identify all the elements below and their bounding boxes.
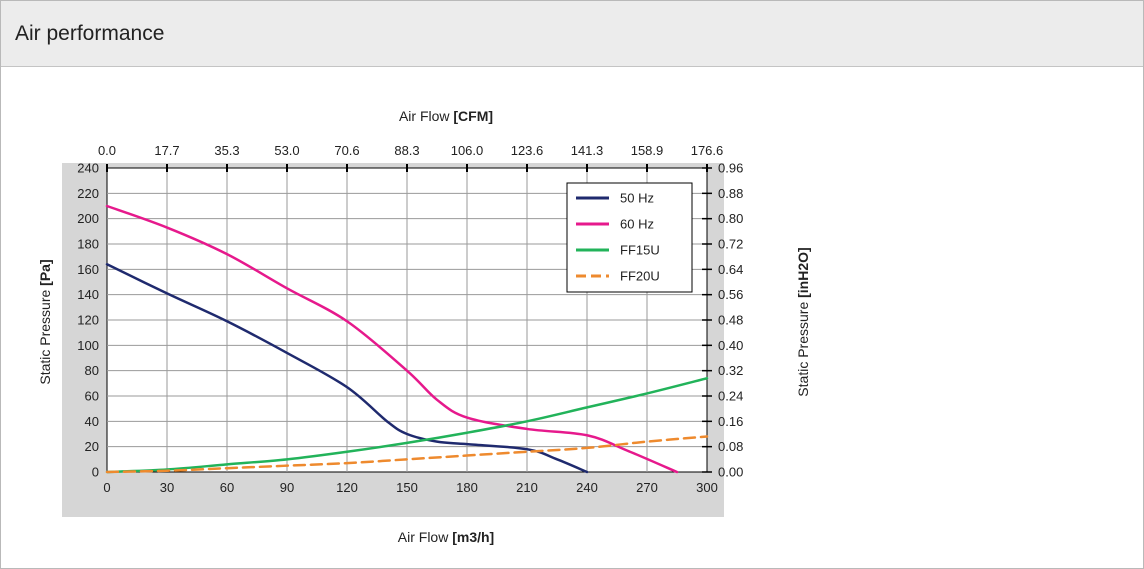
left-axis-title-text: Static Pressure bbox=[37, 286, 53, 385]
y-tick-label: 60 bbox=[85, 389, 99, 404]
x-top-tick-label: 17.7 bbox=[154, 143, 179, 158]
panel-title: Air performance bbox=[15, 22, 165, 45]
y-right-tick-label: 0.64 bbox=[718, 262, 743, 277]
x-tick-label: 0 bbox=[103, 480, 110, 495]
y-tick-label: 40 bbox=[85, 414, 99, 429]
x-top-tick-label: 70.6 bbox=[334, 143, 359, 158]
bottom-axis-title-unit: [m3/h] bbox=[452, 529, 494, 545]
x-top-tick-label: 88.3 bbox=[394, 143, 419, 158]
y-right-tick-label: 0.72 bbox=[718, 237, 743, 252]
right-axis-title-unit: [inH2O] bbox=[795, 247, 811, 298]
x-top-tick-label: 123.6 bbox=[511, 143, 544, 158]
x-tick-label: 180 bbox=[456, 480, 478, 495]
left-axis-title-unit: [Pa] bbox=[37, 259, 53, 285]
x-tick-label: 240 bbox=[576, 480, 598, 495]
x-top-tick-label: 141.3 bbox=[571, 143, 604, 158]
y-tick-label: 160 bbox=[77, 262, 99, 277]
legend: 50 Hz 60 Hz FF15U FF20U bbox=[566, 182, 693, 293]
x-tick-label: 300 bbox=[696, 480, 718, 495]
y-right-tick-label: 0.24 bbox=[718, 389, 743, 404]
y-tick-label: 120 bbox=[77, 313, 99, 328]
x-top-tick-label: 176.6 bbox=[691, 143, 724, 158]
y-tick-label: 20 bbox=[85, 439, 99, 454]
legend-box bbox=[566, 182, 693, 293]
y-tick-label: 100 bbox=[77, 338, 99, 353]
y-tick-label: 80 bbox=[85, 363, 99, 378]
bottom-axis-title-text: Air Flow bbox=[398, 529, 452, 545]
x-top-tick-label: 35.3 bbox=[214, 143, 239, 158]
x-tick-label: 90 bbox=[280, 480, 294, 495]
x-tick-label: 270 bbox=[636, 480, 658, 495]
legend-entry-label: 50 Hz bbox=[620, 191, 654, 206]
y-right-tick-label: 0.80 bbox=[718, 211, 743, 226]
panel-header: Air performance bbox=[1, 1, 1143, 67]
x-top-tick-label: 106.0 bbox=[451, 143, 484, 158]
series-lines bbox=[105, 204, 709, 474]
x-top-tick-label: 53.0 bbox=[274, 143, 299, 158]
x-top-tick-label: 158.9 bbox=[631, 143, 664, 158]
y-right-tick-label: 0.00 bbox=[718, 465, 743, 480]
x-tick-label: 150 bbox=[396, 480, 418, 495]
y-right-tick-label: 0.96 bbox=[718, 161, 743, 176]
y-tick-label: 140 bbox=[77, 287, 99, 302]
y-tick-label: 220 bbox=[77, 186, 99, 201]
x-top-tick-label: 0.0 bbox=[98, 143, 116, 158]
y-right-tick-label: 0.88 bbox=[718, 186, 743, 201]
right-axis-title: Static Pressure [inH2O] bbox=[795, 247, 811, 396]
top-axis-title-text: Air Flow bbox=[399, 108, 453, 124]
legend-entry-label: FF20U bbox=[620, 269, 660, 284]
y-right-tick-label: 0.56 bbox=[718, 287, 743, 302]
series-line-2 bbox=[105, 377, 709, 474]
legend-entry-label: 60 Hz bbox=[620, 217, 654, 232]
y-tick-label: 0 bbox=[92, 465, 99, 480]
series-line-1 bbox=[105, 204, 679, 474]
top-axis-title-unit: [CFM] bbox=[453, 108, 493, 124]
series-line-0 bbox=[105, 263, 589, 474]
x-tick-label: 60 bbox=[220, 480, 234, 495]
y-right-tick-label: 0.48 bbox=[718, 313, 743, 328]
y-tick-label: 240 bbox=[77, 161, 99, 176]
y-right-tick-label: 0.32 bbox=[718, 363, 743, 378]
legend-entry-label: FF15U bbox=[620, 243, 660, 258]
x-tick-label: 210 bbox=[516, 480, 538, 495]
series-line-3 bbox=[105, 435, 709, 474]
x-tick-label: 120 bbox=[336, 480, 358, 495]
axes: 0 0.0 30 17.7 60 35.3 90 53.0 120 70.6 150 88.3 180 1… bbox=[77, 143, 743, 495]
y-tick-label: 200 bbox=[77, 211, 99, 226]
y-right-tick-label: 0.16 bbox=[718, 414, 743, 429]
left-axis-title: Static Pressure [Pa] bbox=[37, 259, 53, 384]
y-right-tick-label: 0.08 bbox=[718, 439, 743, 454]
y-right-tick-label: 0.40 bbox=[718, 338, 743, 353]
bottom-axis-title: Air Flow [m3/h] bbox=[398, 529, 494, 545]
x-tick-label: 30 bbox=[160, 480, 174, 495]
top-axis-title: Air Flow [CFM] bbox=[399, 108, 493, 124]
right-axis-title-text: Static Pressure bbox=[795, 298, 811, 397]
y-tick-label: 180 bbox=[77, 237, 99, 252]
